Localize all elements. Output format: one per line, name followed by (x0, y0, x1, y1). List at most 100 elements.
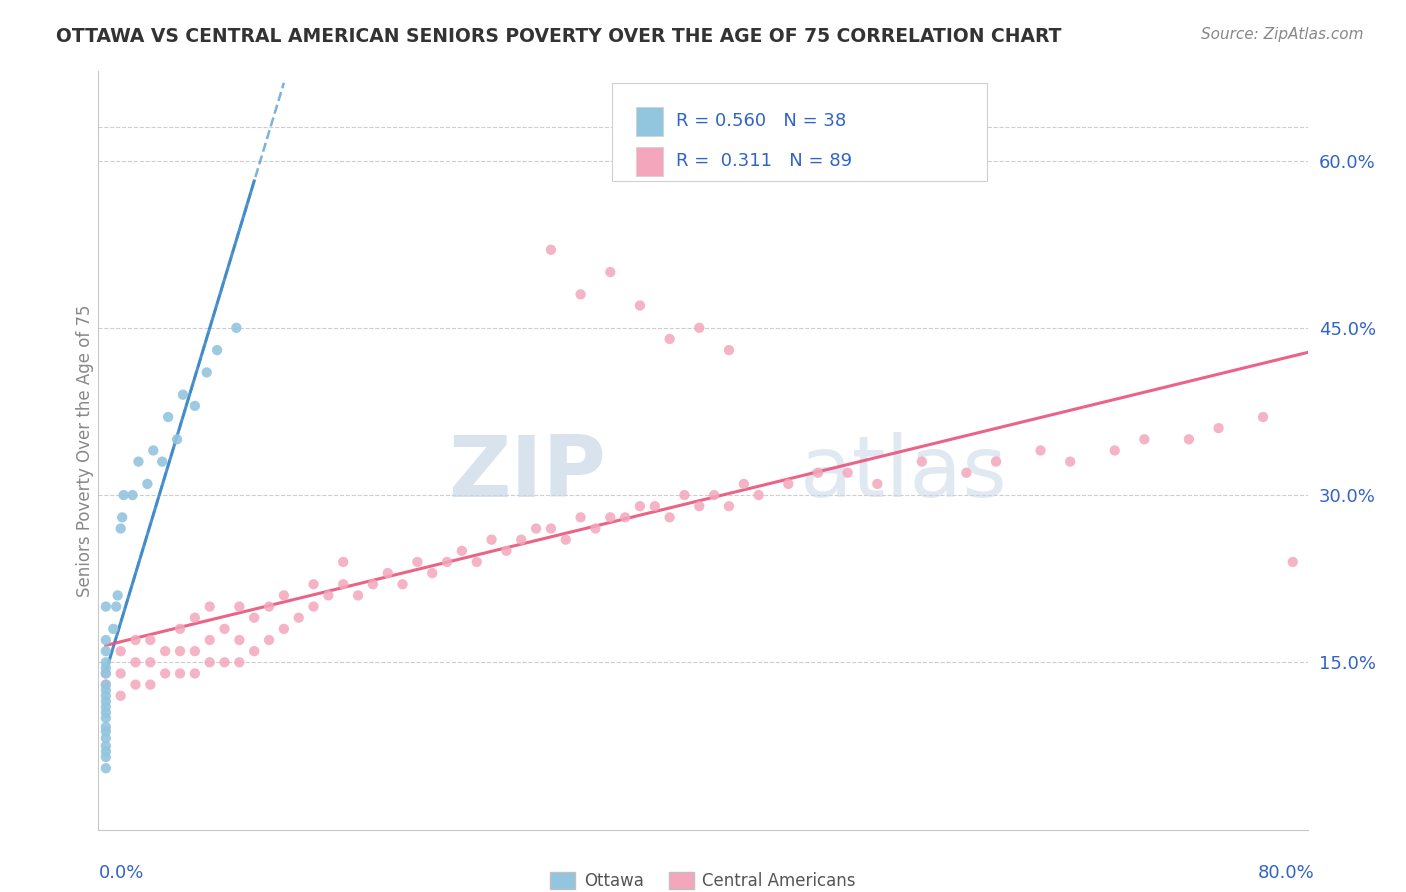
Point (139, 678, 162, 692)
FancyBboxPatch shape (637, 107, 664, 136)
Point (169, 666, 191, 681)
Point (198, 633, 221, 648)
Point (94, 678, 117, 692)
Point (599, 510, 621, 524)
Point (150, 455, 173, 469)
Point (347, 589, 370, 603)
Point (110, 644, 132, 658)
Point (94, 599, 117, 614)
Point (139, 655, 162, 669)
Point (94, 761, 117, 775)
Point (658, 510, 681, 524)
Point (94, 644, 117, 658)
Point (955, 466, 977, 480)
Point (377, 566, 399, 581)
Point (169, 644, 191, 658)
Point (110, 521, 132, 535)
Point (184, 611, 207, 625)
Point (391, 577, 413, 591)
Point (837, 466, 859, 480)
Point (406, 555, 429, 569)
Point (228, 655, 250, 669)
Point (94, 724, 117, 739)
Point (198, 599, 221, 614)
Point (451, 544, 474, 558)
Point (94, 744, 117, 758)
FancyBboxPatch shape (613, 83, 987, 181)
Point (1208, 421, 1230, 435)
Point (257, 599, 280, 614)
Point (94, 750, 117, 764)
Point (302, 577, 325, 591)
Point (184, 399, 207, 413)
Point (361, 577, 384, 591)
FancyBboxPatch shape (637, 146, 664, 176)
Text: 80.0%: 80.0% (1258, 863, 1315, 881)
Point (94, 666, 117, 681)
Text: R =  0.311   N = 89: R = 0.311 N = 89 (676, 153, 852, 170)
Point (495, 544, 517, 558)
Point (153, 666, 176, 681)
Point (243, 611, 266, 625)
Point (153, 644, 176, 658)
Point (107, 589, 129, 603)
Point (225, 321, 247, 335)
Point (257, 633, 280, 648)
Point (124, 655, 146, 669)
Point (599, 265, 621, 279)
Text: ZIP: ZIP (449, 432, 606, 515)
Point (688, 321, 710, 335)
Point (157, 410, 180, 425)
Point (228, 599, 250, 614)
Point (228, 633, 250, 648)
Point (111, 510, 134, 524)
Point (717, 343, 740, 358)
Point (169, 622, 191, 636)
Point (94, 739, 117, 753)
Point (540, 243, 562, 257)
Point (110, 689, 132, 703)
Point (94, 678, 117, 692)
Point (733, 477, 755, 491)
Point (318, 589, 340, 603)
Point (1059, 455, 1081, 469)
Point (420, 566, 443, 581)
Point (127, 455, 149, 469)
Point (124, 633, 146, 648)
Point (673, 488, 696, 502)
Point (614, 510, 637, 524)
Point (658, 332, 681, 346)
Point (866, 477, 889, 491)
Text: R = 0.560   N = 38: R = 0.560 N = 38 (676, 112, 846, 130)
Point (198, 655, 221, 669)
Point (94, 655, 117, 669)
Point (911, 455, 934, 469)
Point (94, 720, 117, 734)
Point (273, 589, 295, 603)
Point (195, 366, 218, 380)
Text: atlas: atlas (800, 432, 1008, 515)
Point (332, 555, 354, 569)
Point (103, 622, 125, 636)
Point (172, 387, 194, 401)
Point (94, 694, 117, 708)
Point (94, 633, 117, 648)
Point (1251, 410, 1274, 425)
Point (481, 533, 503, 547)
Point (1281, 555, 1303, 569)
Legend: Ottawa, Central Americans: Ottawa, Central Americans (544, 865, 862, 892)
Point (984, 455, 1007, 469)
Text: Source: ZipAtlas.com: Source: ZipAtlas.com (1201, 27, 1364, 42)
Point (243, 644, 266, 658)
Point (94, 666, 117, 681)
Point (465, 555, 488, 569)
Point (94, 699, 117, 714)
Point (136, 477, 159, 491)
Point (569, 287, 592, 301)
Point (1029, 443, 1052, 458)
Point (94, 689, 117, 703)
Point (717, 500, 740, 514)
Point (166, 433, 188, 447)
Point (94, 661, 117, 675)
Point (94, 711, 117, 725)
